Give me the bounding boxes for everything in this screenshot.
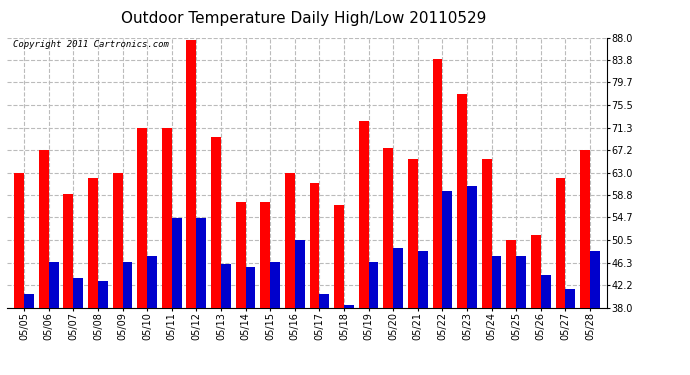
Bar [63, 194, 73, 375]
Bar [442, 191, 452, 375]
Bar [384, 148, 393, 375]
Bar [14, 172, 24, 375]
Bar [457, 94, 467, 375]
Bar [565, 289, 575, 375]
Bar [88, 178, 98, 375]
Bar [359, 121, 368, 375]
Bar [319, 294, 329, 375]
Bar [162, 128, 172, 375]
Bar [172, 218, 181, 375]
Bar [186, 40, 197, 375]
Bar [147, 256, 157, 375]
Bar [344, 305, 354, 375]
Bar [310, 183, 319, 375]
Bar [506, 240, 516, 375]
Bar [555, 178, 565, 375]
Bar [516, 256, 526, 375]
Bar [580, 150, 590, 375]
Bar [98, 280, 108, 375]
Bar [246, 267, 255, 375]
Bar [334, 205, 344, 375]
Bar [285, 172, 295, 375]
Bar [417, 251, 428, 375]
Text: Copyright 2011 Cartronics.com: Copyright 2011 Cartronics.com [13, 40, 169, 49]
Bar [270, 262, 280, 375]
Bar [49, 262, 59, 375]
Bar [221, 264, 230, 375]
Bar [24, 294, 34, 375]
Bar [236, 202, 246, 375]
Bar [433, 59, 442, 375]
Bar [590, 251, 600, 375]
Bar [531, 235, 541, 375]
Bar [467, 186, 477, 375]
Bar [491, 256, 502, 375]
Bar [73, 278, 83, 375]
Bar [112, 172, 123, 375]
Bar [393, 248, 403, 375]
Bar [295, 240, 304, 375]
Bar [482, 159, 491, 375]
Bar [197, 218, 206, 375]
Bar [368, 262, 378, 375]
Bar [260, 202, 270, 375]
Bar [123, 262, 132, 375]
Bar [541, 275, 551, 375]
Text: Outdoor Temperature Daily High/Low 20110529: Outdoor Temperature Daily High/Low 20110… [121, 11, 486, 26]
Bar [408, 159, 417, 375]
Bar [137, 128, 147, 375]
Bar [211, 137, 221, 375]
Bar [39, 150, 49, 375]
